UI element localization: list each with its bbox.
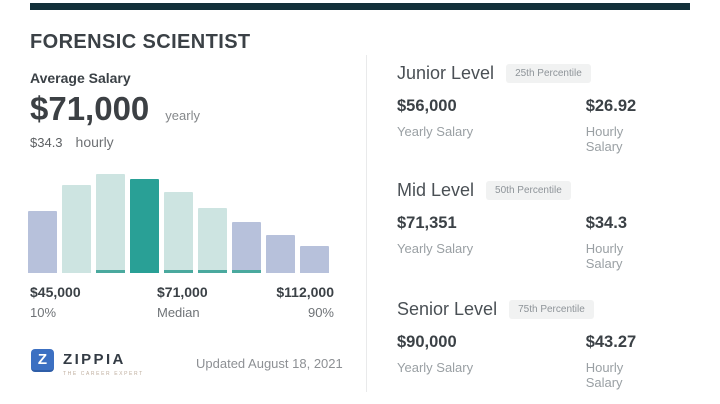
- marker-value: $112,000: [276, 284, 334, 300]
- hourly-value: $26.92: [585, 97, 637, 115]
- updated-date: Updated August 18, 2021: [196, 356, 343, 371]
- level-section-senior: Senior Level 75th Percentile $90,000 Yea…: [397, 299, 662, 390]
- brand-name: ZIPPIA: [63, 351, 126, 368]
- histogram-marker-90th: $112,000 90%: [244, 284, 334, 320]
- hourly-salary-unit: hourly: [75, 134, 114, 150]
- hourly-salary-row: $34.3 hourly: [30, 134, 114, 150]
- hourly-column: $43.27 Hourly Salary: [586, 333, 662, 390]
- percentile-badge: 75th Percentile: [509, 300, 594, 319]
- yearly-column: $71,351 Yearly Salary: [397, 214, 586, 271]
- yearly-salary-value: $71,000: [30, 90, 150, 127]
- yearly-value: $71,351: [397, 214, 457, 232]
- yearly-label: Yearly Salary: [397, 241, 474, 256]
- level-values: $90,000 Yearly Salary $43.27 Hourly Sala…: [397, 333, 662, 390]
- marker-value: $45,000: [30, 284, 81, 300]
- hourly-label: Hourly Salary: [585, 241, 624, 271]
- histogram-marker-10th: $45,000 10%: [30, 284, 81, 320]
- top-accent-bar: [30, 3, 690, 10]
- yearly-column: $56,000 Yearly Salary: [397, 97, 586, 154]
- brand-tagline: THE CAREER EXPERT: [63, 371, 144, 377]
- zippia-logo-text: ZIPPIA THE CAREER EXPERT: [63, 349, 144, 377]
- histogram-bar: [62, 185, 91, 273]
- histogram-bar: [28, 211, 57, 273]
- average-salary-label: Average Salary: [30, 70, 131, 86]
- histogram-marker-median: $71,000 Median: [157, 284, 208, 320]
- histogram-bar: [198, 208, 227, 273]
- level-name: Senior Level: [397, 299, 498, 319]
- marker-label: 90%: [307, 305, 334, 320]
- histogram-bar: [130, 179, 159, 273]
- yearly-salary-unit: yearly: [165, 108, 200, 123]
- histogram-bar-base-strip: [96, 270, 125, 273]
- yearly-label: Yearly Salary: [397, 124, 474, 139]
- yearly-column: $90,000 Yearly Salary: [397, 333, 586, 390]
- histogram-bar: [300, 246, 329, 273]
- marker-label: Median: [157, 305, 200, 320]
- histogram-bar: [232, 222, 261, 273]
- level-header: Junior Level 25th Percentile: [397, 63, 662, 84]
- hourly-salary-value: $34.3: [30, 135, 63, 150]
- marker-value: $71,000: [157, 284, 208, 300]
- level-name: Mid Level: [397, 180, 475, 200]
- histogram-bar: [164, 192, 193, 273]
- histogram-bar-base-strip: [164, 270, 193, 273]
- histogram-bar-base-strip: [232, 270, 261, 273]
- hourly-value: $34.3: [585, 214, 627, 232]
- histogram-bar-base-strip: [198, 270, 227, 273]
- level-header: Mid Level 50th Percentile: [397, 180, 662, 201]
- yearly-value: $56,000: [397, 97, 457, 115]
- zippia-logo-icon: Z: [31, 349, 54, 372]
- level-name: Junior Level: [397, 63, 495, 83]
- hourly-value: $43.27: [585, 333, 637, 351]
- histogram-bar: [266, 235, 295, 273]
- hourly-label: Hourly Salary: [585, 124, 624, 154]
- salary-histogram: [28, 173, 336, 273]
- percentile-badge: 50th Percentile: [486, 181, 571, 200]
- level-values: $56,000 Yearly Salary $26.92 Hourly Sala…: [397, 97, 662, 154]
- zippia-logo[interactable]: Z ZIPPIA THE CAREER EXPERT: [31, 349, 144, 377]
- level-header: Senior Level 75th Percentile: [397, 299, 662, 320]
- column-divider: [366, 55, 367, 392]
- yearly-value: $90,000: [397, 333, 457, 351]
- histogram-bar: [96, 174, 125, 273]
- hourly-label: Hourly Salary: [585, 360, 624, 390]
- level-section-junior: Junior Level 25th Percentile $56,000 Yea…: [397, 63, 662, 154]
- percentile-badge: 25th Percentile: [506, 64, 591, 83]
- yearly-label: Yearly Salary: [397, 360, 474, 375]
- page-title: FORENSIC SCIENTIST: [30, 31, 251, 53]
- hourly-column: $34.3 Hourly Salary: [586, 214, 662, 271]
- marker-label: 10%: [30, 305, 57, 320]
- hourly-column: $26.92 Hourly Salary: [586, 97, 662, 154]
- yearly-salary-row: $71,000 yearly: [30, 90, 200, 128]
- level-values: $71,351 Yearly Salary $34.3 Hourly Salar…: [397, 214, 662, 271]
- level-section-mid: Mid Level 50th Percentile $71,351 Yearly…: [397, 180, 662, 271]
